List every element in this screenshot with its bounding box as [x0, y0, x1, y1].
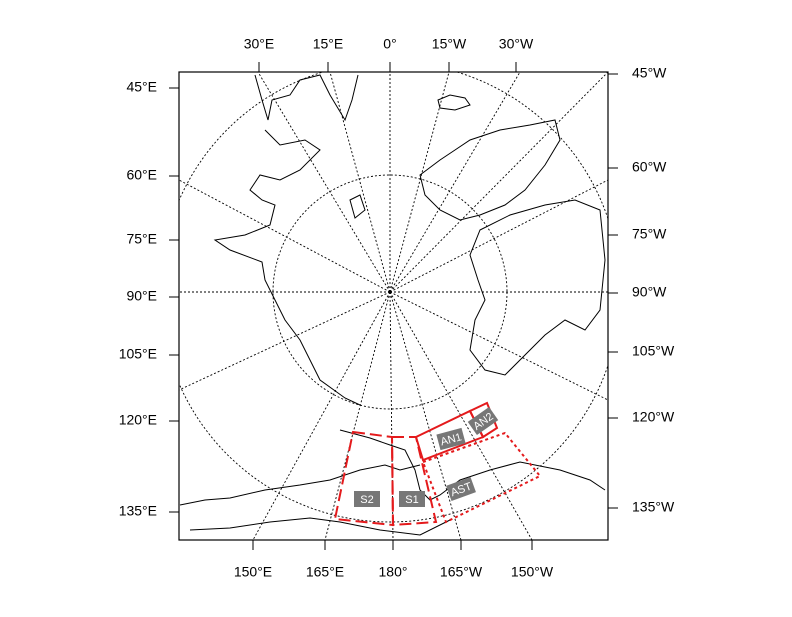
bottom-label: 165°E: [306, 564, 344, 580]
top-label: 30°E: [244, 36, 275, 52]
region-label: S1: [399, 491, 425, 507]
top-label: 30°W: [499, 36, 534, 52]
label-box: [354, 491, 380, 507]
right-label: 120°W: [632, 409, 675, 425]
latitude-circle: [179, 72, 608, 523]
region-name: AN1: [439, 431, 463, 448]
label-box: [436, 427, 466, 451]
label-box: [399, 491, 425, 507]
region-box: [333, 430, 395, 527]
left-label: 90°E: [126, 288, 157, 304]
region-label: AST: [446, 477, 476, 501]
region-label: AN1: [436, 427, 466, 451]
meridians: [179, 72, 608, 540]
label-box: [467, 406, 499, 436]
left-label: 105°E: [119, 346, 157, 362]
region-name: S2: [360, 494, 373, 506]
left-label: 45°E: [126, 79, 157, 95]
left-label: 135°E: [119, 503, 157, 519]
label-box: [446, 477, 476, 501]
bottom-label: 150°W: [511, 564, 554, 580]
top-label: 15°E: [313, 36, 344, 52]
top-label: 0°: [383, 36, 396, 52]
bottom-label: 180°: [379, 564, 408, 580]
right-label: 135°W: [632, 499, 675, 515]
region-box: [390, 436, 438, 527]
map-body: [179, 72, 608, 540]
bottom-label: 150°E: [234, 564, 272, 580]
left-label: 75°E: [126, 231, 157, 247]
right-label: 90°W: [632, 284, 667, 300]
top-label: 15°W: [432, 36, 467, 52]
right-label: 75°W: [632, 226, 667, 242]
map-frame: [178, 71, 609, 541]
bottom-label: 165°W: [440, 564, 483, 580]
region-label: S2: [354, 491, 380, 507]
region-name: S1: [405, 494, 418, 506]
left-label: 120°E: [119, 412, 157, 428]
right-label: 105°W: [632, 343, 675, 359]
left-label: 60°E: [126, 167, 157, 183]
right-label: 45°W: [632, 65, 667, 81]
right-label: 60°W: [632, 159, 667, 175]
